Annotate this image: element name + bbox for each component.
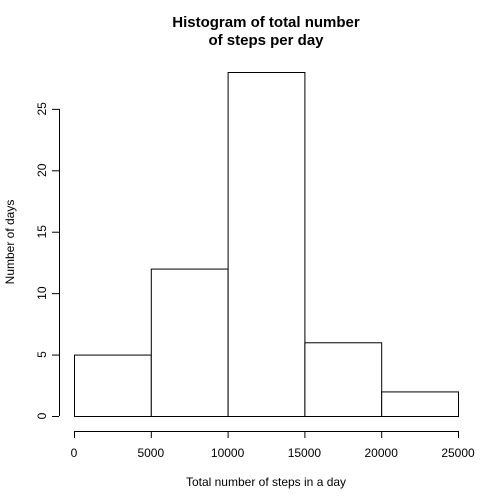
x-axis: 0 5000 10000 15000 20000 25000 [71,431,475,460]
y-tick-label-4: 20 [35,163,49,177]
y-axis-label: Number of days [3,200,17,285]
y-tick-label-3: 15 [35,225,49,239]
chart-title-line-1: Histogram of total number [172,14,360,31]
x-tick-label-0: 0 [71,446,78,460]
y-tick-label-0: 0 [35,412,49,419]
histogram-bar-2 [227,72,306,417]
histogram-bars [74,72,460,418]
chart-title-line-2: of steps per day [208,32,324,49]
y-tick-label-2: 10 [35,286,49,300]
histogram-bar-1 [150,268,229,418]
x-tick-label-5: 25000 [441,446,475,460]
x-tick-label-1: 5000 [137,446,164,460]
x-axis-label: Total number of steps in a day [186,475,346,489]
y-tick-label-5: 25 [35,102,49,116]
histogram-bar-4 [381,391,460,417]
y-axis: 0 5 10 15 20 25 [35,102,60,419]
x-tick-label-3: 15000 [288,446,322,460]
histogram-bar-3 [304,342,383,417]
x-tick-label-4: 20000 [365,446,399,460]
histogram-bar-0 [74,354,152,418]
y-tick-label-1: 5 [35,351,49,358]
x-tick-label-2: 10000 [211,446,245,460]
